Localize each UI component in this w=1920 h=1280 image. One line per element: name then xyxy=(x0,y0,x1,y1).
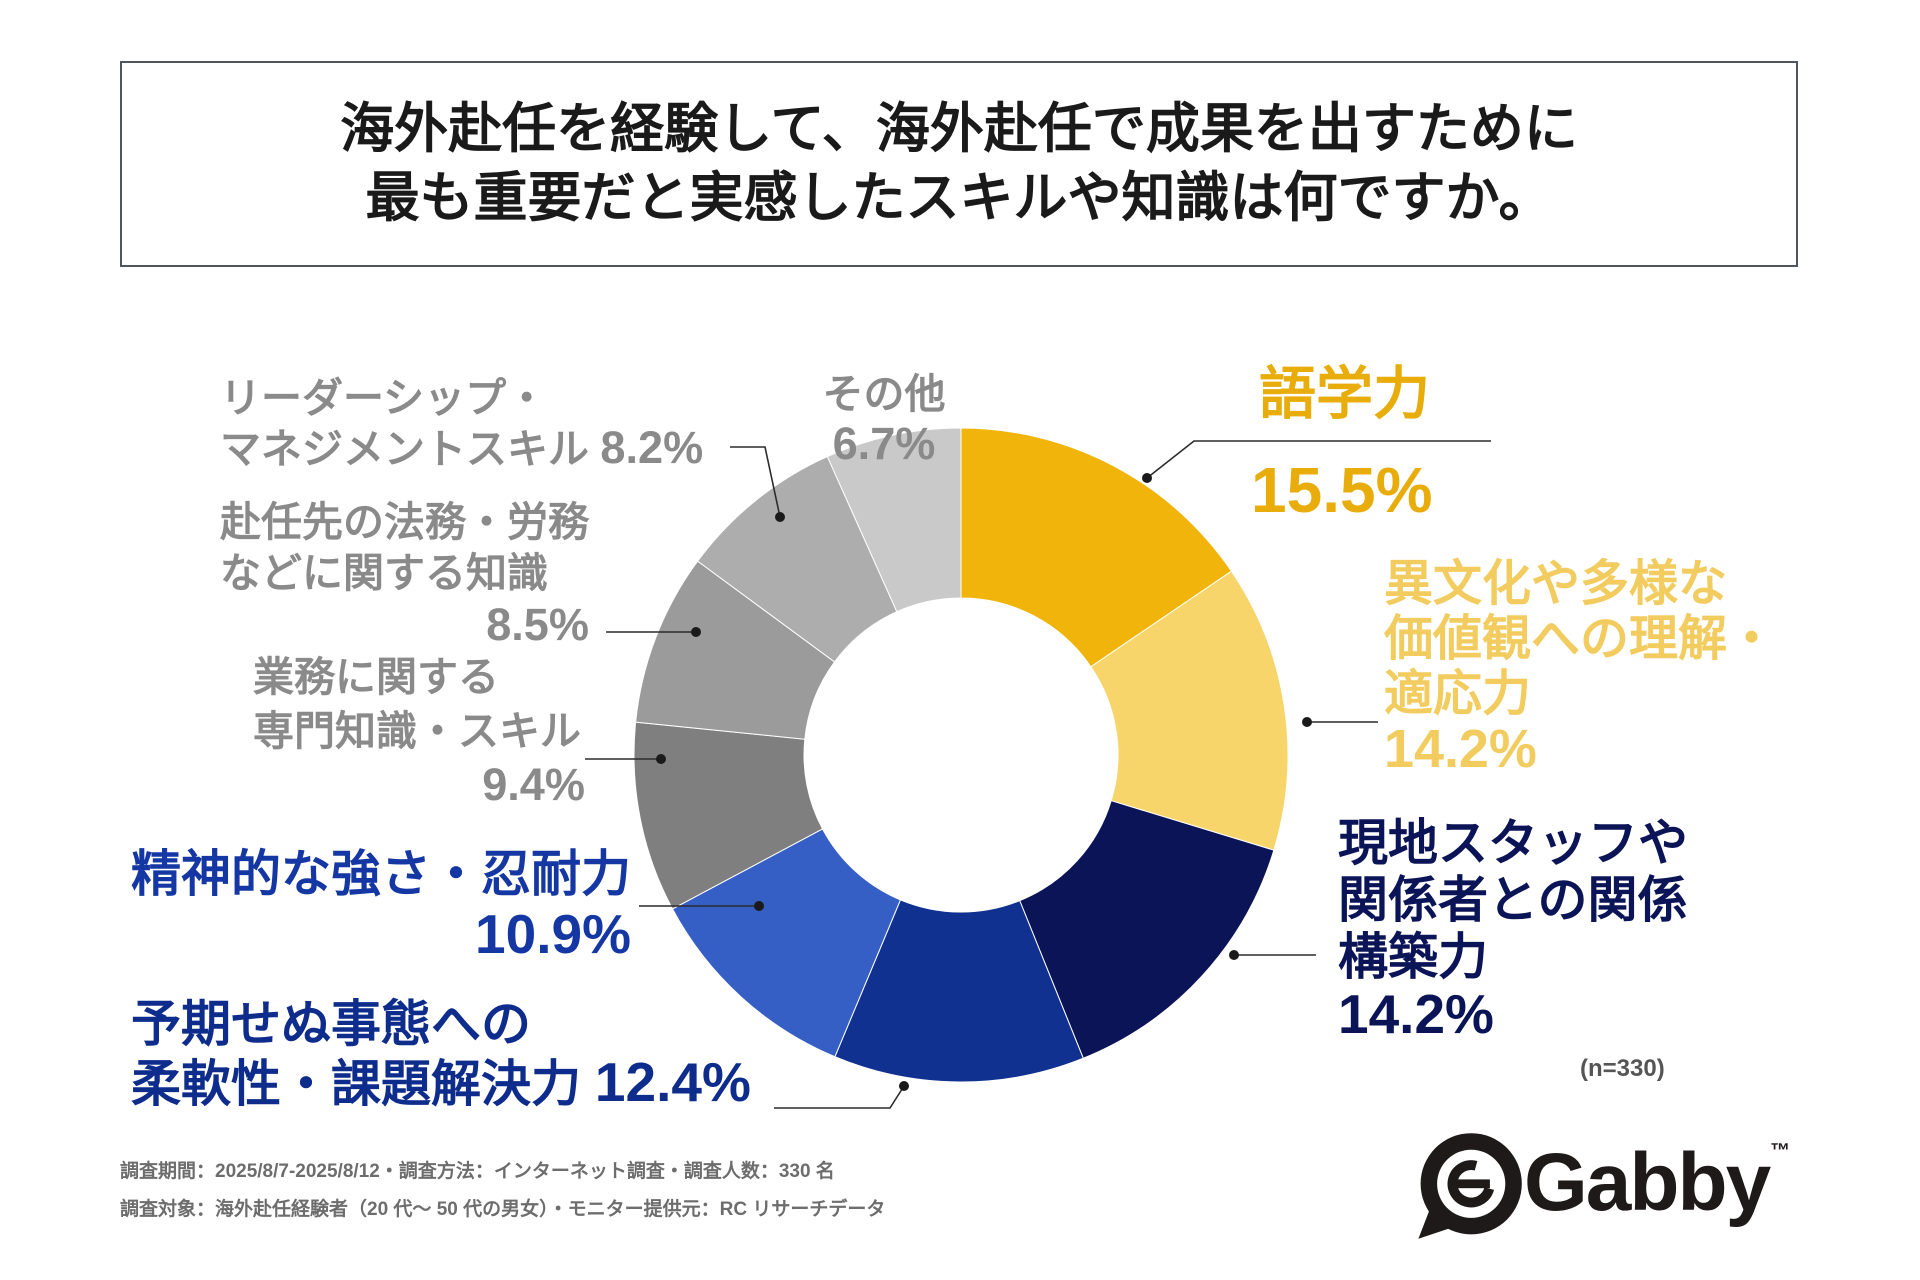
label-problem-solving: 予期せぬ事態への 柔軟性・課題解決力 12.4% xyxy=(131,995,751,1113)
slice-category-label: 予期せぬ事態への 柔軟性・課題解決力 xyxy=(131,996,581,1112)
leader-line-4 xyxy=(774,1085,905,1109)
donut-slice-2 xyxy=(1090,570,1289,851)
brand-logo-wordmark: Gabby xyxy=(1524,1137,1771,1228)
question-title-box: 海外赴任を経験して、海外赴任で成果を出すために 最も重要だと実感したスキルや知識… xyxy=(120,61,1798,267)
slice-category-label: リーダーシップ・ マネジメントスキル xyxy=(220,375,589,472)
slice-category-label: 語学力 xyxy=(1259,362,1430,426)
slice-value-label: 9.4% xyxy=(482,759,585,810)
donut-slice-4 xyxy=(834,899,1084,1083)
label-language-skills: 語学力 15.5% xyxy=(1251,346,1432,538)
donut-slices xyxy=(633,427,1289,1083)
donut-slice-1 xyxy=(960,427,1233,668)
slice-value-label: 14.2% xyxy=(1338,983,1494,1045)
leader-dot-4 xyxy=(899,1081,909,1091)
slice-value-label: 15.5% xyxy=(1251,454,1433,526)
label-local-legal-labor-knowledge: 赴任先の法務・労務 などに関する知識 8.5% xyxy=(220,497,589,650)
label-cross-cultural-adaptation: 異文化や多様な 価値観への理解・ 適応力 14.2% xyxy=(1384,557,1776,777)
leader-dot-3 xyxy=(1229,950,1239,960)
survey-period-note: 調査期間：2025/8/7-2025/8/12・調査方法：インターネット調査・調… xyxy=(120,1161,835,1182)
leader-dot-7 xyxy=(691,627,701,637)
survey-target-note: 調査対象：海外赴任経験者（20 代～ 50 代の男女）・モニター提供元：RC リ… xyxy=(120,1199,886,1220)
slice-category-label: 異文化や多様な 価値観への理解・ 適応力 xyxy=(1384,557,1777,721)
slice-value-label: 6.7% xyxy=(832,418,936,469)
leader-dot-6 xyxy=(656,754,666,764)
leader-dot-5 xyxy=(754,901,764,911)
sample-size-label: (n=330) xyxy=(1580,1055,1665,1082)
slice-category-label: 業務に関する 専門知識・スキル xyxy=(253,654,581,754)
donut-slice-3 xyxy=(1019,800,1275,1059)
leader-lines xyxy=(585,440,1491,1109)
slice-category-label: その他 xyxy=(822,371,946,417)
label-other: その他 6.7% xyxy=(819,370,949,468)
survey-footnote: 調査期間：2025/8/7-2025/8/12・調査方法：インターネット調査・調… xyxy=(120,1153,885,1229)
leader-dot-2 xyxy=(1302,717,1312,727)
slice-value-label: 12.4% xyxy=(594,1051,751,1113)
slice-value-label: 14.2% xyxy=(1384,719,1537,779)
leader-dot-8 xyxy=(775,512,785,522)
leader-line-1 xyxy=(1146,440,1491,479)
label-leadership-management: リーダーシップ・ マネジメントスキル 8.2% xyxy=(220,373,703,474)
trademark-symbol: ™ xyxy=(1770,1140,1790,1162)
leader-dot-1 xyxy=(1142,473,1152,483)
slice-value-label: 8.2% xyxy=(600,422,704,473)
slice-category-label: 精神的な強さ・忍耐力 xyxy=(131,846,631,902)
leader-line-8 xyxy=(730,446,781,518)
slice-value-label: 8.5% xyxy=(486,599,589,650)
question-title-line-2: 最も重要だと実感したスキルや知識は何ですか。 xyxy=(365,168,1553,228)
question-title-line-1: 海外赴任を経験して、海外赴任で成果を出すために xyxy=(340,99,1578,159)
speech-bubble-g-icon xyxy=(1418,1133,1522,1239)
label-mental-toughness: 精神的な強さ・忍耐力 10.9% xyxy=(131,844,631,964)
label-local-relationship-building: 現地スタッフや 関係者との関係 構築力 14.2% xyxy=(1338,815,1688,1043)
slice-category-label: 現地スタッフや 関係者との関係 構築力 xyxy=(1338,815,1688,985)
label-professional-expertise: 業務に関する 専門知識・スキル 9.4% xyxy=(253,650,585,812)
slice-category-label: 赴任先の法務・労務 などに関する知識 xyxy=(220,499,589,596)
slice-value-label: 10.9% xyxy=(475,903,631,965)
donut-slice-9 xyxy=(826,427,962,613)
